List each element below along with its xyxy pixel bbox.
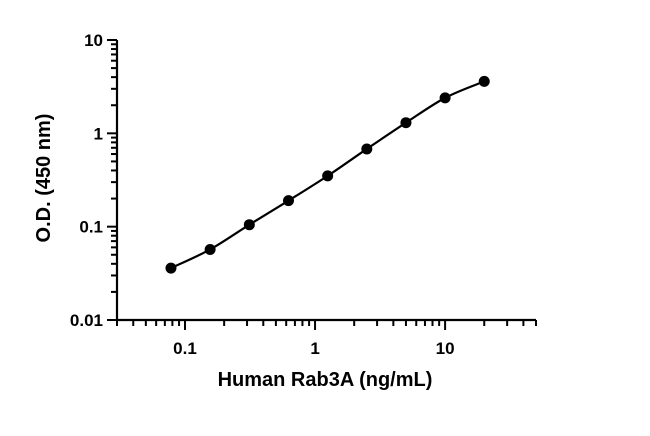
x-axis-title: Human Rab3A (ng/mL) <box>218 369 433 391</box>
y-axis: 0.01 0.1 1 10 <box>70 31 119 330</box>
x-tick-label: 0.1 <box>173 339 197 358</box>
y-tick-label: 1 <box>94 124 103 143</box>
data-point <box>400 117 412 129</box>
data-point <box>439 92 451 104</box>
data-point <box>361 143 373 155</box>
y-axis-title: O.D. (450 nm) <box>33 114 55 243</box>
x-tick-label: 1 <box>310 339 319 358</box>
x-axis: 0.1 1 10 <box>116 318 537 358</box>
y-tick-label: 10 <box>84 31 103 50</box>
y-tick-label: 0.1 <box>79 218 103 237</box>
data-point <box>204 243 216 255</box>
data-point <box>283 195 295 207</box>
data-point <box>165 262 177 274</box>
data-points <box>165 75 490 274</box>
x-tick-label: 10 <box>436 339 455 358</box>
data-point <box>478 75 490 87</box>
data-point <box>322 170 334 182</box>
data-point <box>243 219 255 231</box>
y-tick-label: 0.01 <box>70 311 103 330</box>
